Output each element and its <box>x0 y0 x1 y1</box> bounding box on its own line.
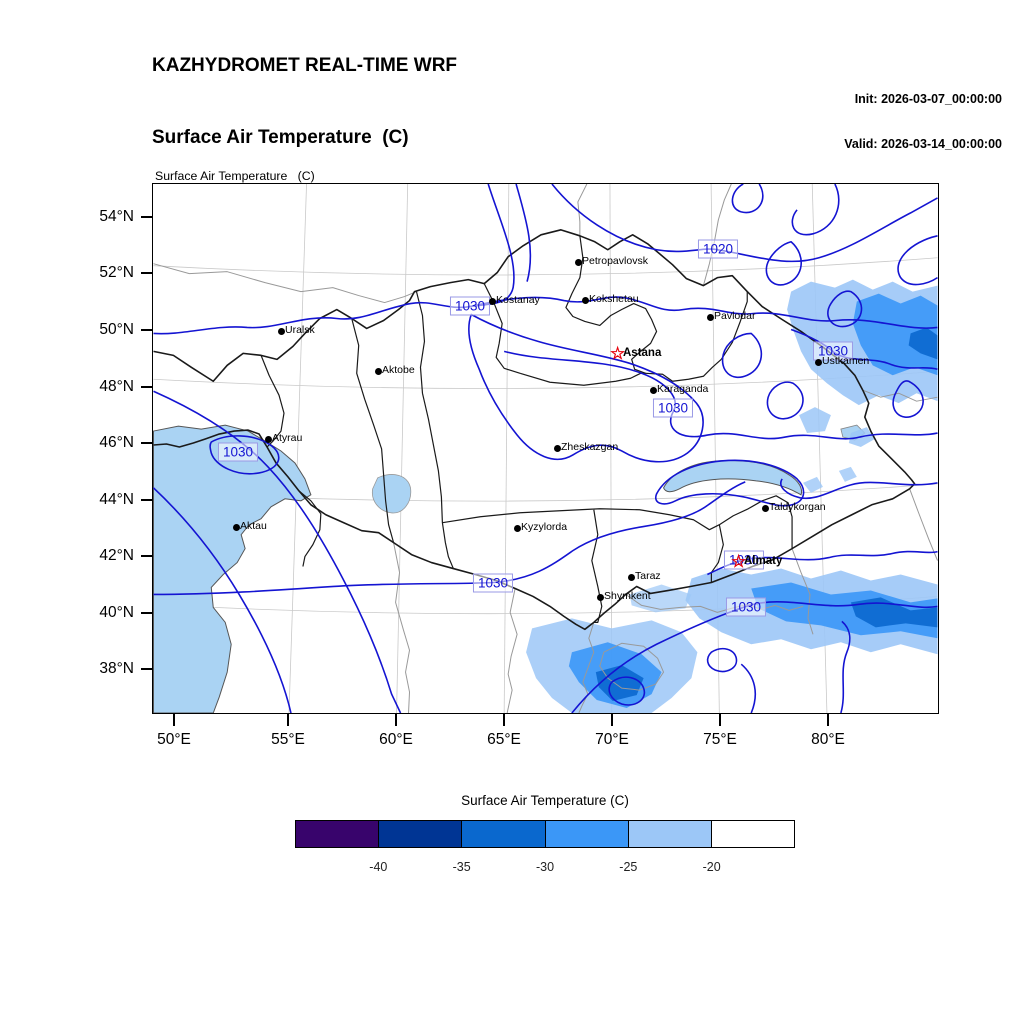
colorbar-tick-label: -30 <box>535 860 555 874</box>
lat-tick-label: 40°N <box>99 604 134 621</box>
map-frame <box>152 183 939 714</box>
lon-tick-mark <box>173 714 175 726</box>
colorbar-tick-label: -35 <box>452 860 471 874</box>
colorbar-segment <box>627 821 711 847</box>
colorbar-title: Surface Air Temperature (C) <box>461 793 629 808</box>
lat-tick-label: 44°N <box>99 491 134 508</box>
lat-tick-label: 42°N <box>99 547 134 564</box>
map-canvas <box>153 184 938 713</box>
lake-balkhash <box>663 460 802 496</box>
colorbar-segment <box>710 821 795 847</box>
lat-tick-label: 52°N <box>99 264 134 281</box>
colorbar-tick-label: -40 <box>369 860 388 874</box>
water-bodies <box>153 424 866 713</box>
lat-tick-mark <box>141 216 152 218</box>
lat-tick-mark <box>141 668 152 670</box>
plot-title-line2: Surface Air Temperature (C) <box>152 127 409 148</box>
lat-tick-mark <box>141 499 152 501</box>
lon-tick-label: 80°E <box>811 731 845 748</box>
graticule-meridian <box>710 184 720 713</box>
lon-tick-label: 60°E <box>379 731 413 748</box>
lon-tick-label: 75°E <box>703 731 737 748</box>
lon-tick-label: 50°E <box>157 731 191 748</box>
graticule-meridian <box>503 184 510 713</box>
kazakhstan-borders <box>153 229 916 631</box>
lon-tick-mark <box>719 714 721 726</box>
lat-tick-label: 48°N <box>99 378 134 395</box>
colorbar-segment <box>544 821 628 847</box>
lat-tick-mark <box>141 442 152 444</box>
colorbar <box>295 820 795 848</box>
init-time: Init: 2026-03-07_00:00:00 <box>854 92 1002 106</box>
lat-tick-mark <box>141 612 152 614</box>
lon-tick-label: 55°E <box>271 731 305 748</box>
caspian-sea <box>153 424 312 713</box>
lon-tick-mark <box>287 714 289 726</box>
lat-tick-label: 54°N <box>99 208 134 225</box>
pressure-contours <box>153 184 938 713</box>
lon-tick-mark <box>827 714 829 726</box>
lon-tick-mark <box>503 714 505 726</box>
lat-tick-mark <box>141 272 152 274</box>
lat-tick-label: 50°N <box>99 321 134 338</box>
plot-title-line1: KAZHYDROMET REAL-TIME WRF <box>152 55 458 76</box>
lat-tick-label: 38°N <box>99 660 134 677</box>
lon-tick-mark <box>611 714 613 726</box>
lat-tick-mark <box>141 329 152 331</box>
colorbar-tick-label: -25 <box>619 860 638 874</box>
lon-tick-label: 65°E <box>487 731 521 748</box>
lat-tick-mark <box>141 555 152 557</box>
colorbar-segment <box>461 821 545 847</box>
lon-tick-label: 70°E <box>595 731 629 748</box>
graticule-meridian <box>396 184 409 713</box>
aral-sea <box>371 474 412 514</box>
colorbar-segment <box>296 821 379 847</box>
lat-tick-mark <box>141 386 152 388</box>
colorbar-tick-label: -20 <box>702 860 721 874</box>
lat-tick-label: 46°N <box>99 434 134 451</box>
run-times: Init: 2026-03-07_00:00:00 Valid: 2026-03… <box>844 62 1002 167</box>
graticule-meridian <box>288 184 307 713</box>
valid-time: Valid: 2026-03-14_00:00:00 <box>844 137 1002 151</box>
graticule-meridian <box>609 184 613 713</box>
colorbar-segment <box>378 821 462 847</box>
map-subtitle-line1: Surface Air Temperature (C) <box>155 169 315 183</box>
lon-tick-mark <box>395 714 397 726</box>
temperature-shading <box>526 279 938 713</box>
graticule-parallel <box>153 257 938 276</box>
